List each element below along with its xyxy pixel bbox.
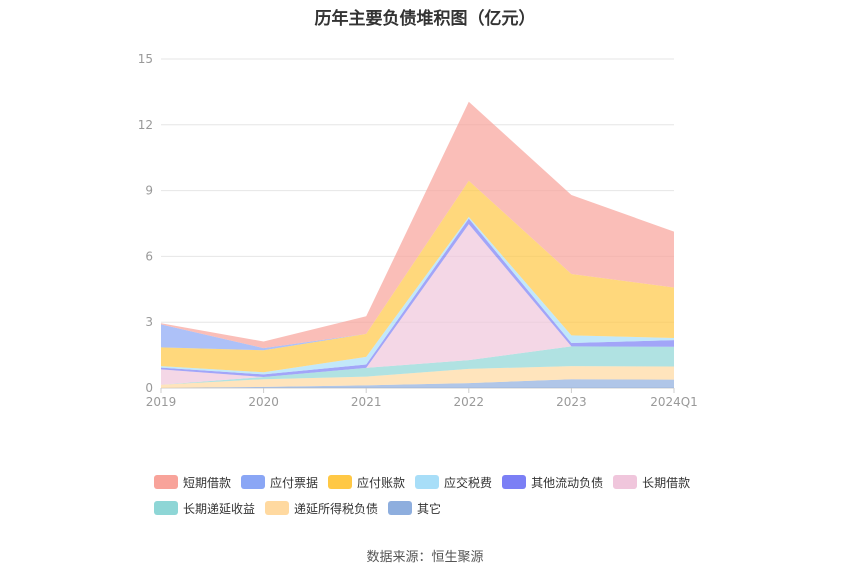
legend-label: 应付票据 [270, 475, 319, 490]
x-tick-label: 2022 [454, 395, 485, 409]
y-tick-label: 3 [145, 315, 153, 329]
legend-label: 应交税费 [444, 475, 493, 490]
y-tick-label: 12 [138, 118, 153, 132]
x-tick-label: 2024Q1 [650, 395, 698, 409]
y-tick-label: 15 [138, 52, 153, 66]
legend-label: 长期递延收益 [183, 501, 256, 516]
legend-swatch [328, 475, 353, 489]
area-series-短期借款 [161, 101, 674, 349]
data-source: 数据来源：恒生聚源 [366, 550, 484, 565]
stacked-area-chart: 0 3 6 9 12 15 2019 2020 2021 2022 2023 2024Q1 [138, 52, 698, 409]
legend-item[interactable]: 短期借款 [154, 474, 231, 491]
legend-swatch [415, 475, 440, 489]
x-tick-label: 2021 [351, 395, 382, 409]
y-tick-label: 9 [145, 184, 153, 198]
area-series-长期递延收益 [161, 346, 674, 385]
legend-swatch [154, 475, 178, 489]
chart-legend: 短期借款 应付票据 应付账款 应交税费 其他流动负债 长期借款长期递延收益 递延所得税负债 其… [154, 472, 734, 524]
legend-swatch [613, 475, 638, 489]
x-tick-label: 2020 [248, 395, 279, 409]
legend-item[interactable]: 应付票据 [241, 474, 318, 491]
area-series-应付账款 [161, 180, 674, 373]
chart-title: 历年主要负债堆积图（亿元） [314, 9, 536, 29]
legend-label: 应付账款 [357, 475, 406, 490]
x-tick-label: 2019 [146, 395, 177, 409]
y-tick-label: 6 [145, 249, 153, 263]
legend-item[interactable]: 应付账款 [328, 474, 405, 491]
legend-label: 短期借款 [183, 475, 232, 490]
legend-swatch [154, 501, 178, 515]
legend-item[interactable]: 长期借款 [613, 474, 690, 491]
x-tick-label: 2023 [556, 395, 587, 409]
legend-item[interactable]: 其他流动负债 [502, 474, 603, 491]
legend-swatch [265, 501, 290, 515]
legend-swatch [388, 501, 413, 515]
legend-label: 递延所得税负债 [294, 501, 379, 516]
legend-label: 其他流动负债 [531, 475, 604, 490]
area-series-长期借款 [161, 224, 674, 385]
legend-item[interactable]: 应交税费 [415, 474, 492, 491]
y-tick-label: 0 [145, 381, 153, 395]
legend-item[interactable]: 长期递延收益 [154, 500, 255, 517]
legend-swatch [241, 475, 266, 489]
legend-row: 短期借款 应付票据 应付账款 应交税费 其他流动负债 长期借款 [154, 472, 734, 492]
legend-label: 其它 [417, 501, 442, 516]
area-series-递延所得税负债 [161, 366, 674, 388]
legend-swatch [502, 475, 527, 489]
legend-item[interactable]: 递延所得税负债 [265, 500, 378, 517]
legend-row: 长期递延收益 递延所得税负债 其它 [154, 498, 734, 518]
legend-label: 长期借款 [642, 475, 691, 490]
legend-item[interactable]: 其它 [388, 500, 441, 517]
area-series-其它 [161, 379, 674, 388]
